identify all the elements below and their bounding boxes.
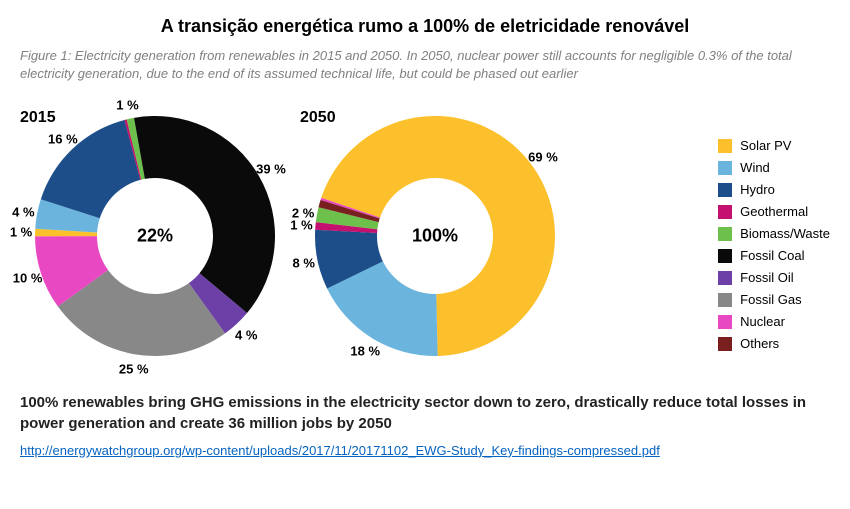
slice-label-coal: 39 % — [256, 162, 286, 177]
slice-label-oil: 4 % — [235, 327, 257, 342]
center-label-2015: 22% — [137, 226, 173, 247]
legend-label: Nuclear — [740, 314, 785, 329]
legend-swatch — [718, 161, 732, 175]
legend-label: Others — [740, 336, 779, 351]
legend-item: Nuclear — [718, 314, 830, 329]
source-link[interactable]: http://energywatchgroup.org/wp-content/u… — [20, 443, 660, 458]
donut-chart-2050: 2050 100% 8 %1 %2 %69 %18 % — [300, 101, 570, 371]
slice-label-biomass: 1 % — [116, 98, 138, 113]
legend-swatch — [718, 139, 732, 153]
legend-item: Others — [718, 336, 830, 351]
legend-item: Hydro — [718, 182, 830, 197]
legend-item: Fossil Gas — [718, 292, 830, 307]
legend-item: Biomass/Waste — [718, 226, 830, 241]
legend-item: Fossil Oil — [718, 270, 830, 285]
legend-swatch — [718, 315, 732, 329]
legend-label: Biomass/Waste — [740, 226, 830, 241]
legend-item: Geothermal — [718, 204, 830, 219]
legend-swatch — [718, 293, 732, 307]
legend-swatch — [718, 183, 732, 197]
center-label-2050: 100% — [412, 226, 458, 247]
slice-label-hydro: 16 % — [48, 132, 78, 147]
legend-label: Wind — [740, 160, 770, 175]
charts-row: 2015 22% 10 %1 %4 %16 %1 %39 %4 %25 % 20… — [20, 101, 830, 371]
slice-label-wind: 18 % — [350, 343, 380, 358]
figure-caption: Figure 1: Electricity generation from re… — [20, 47, 830, 83]
legend-label: Solar PV — [740, 138, 791, 153]
legend-swatch — [718, 337, 732, 351]
slice-label-solar: 1 % — [10, 225, 32, 240]
slice-label-solar: 69 % — [528, 149, 558, 164]
legend-swatch — [718, 249, 732, 263]
footer-summary: 100% renewables bring GHG emissions in t… — [20, 393, 830, 434]
legend-item: Fossil Coal — [718, 248, 830, 263]
legend-item: Wind — [718, 160, 830, 175]
legend-swatch — [718, 205, 732, 219]
legend: Solar PV Wind Hydro Geothermal Biomass/Waste… — [718, 101, 830, 358]
page-title: A transição energética rumo a 100% de el… — [20, 16, 830, 37]
slice-label-wind: 4 % — [12, 204, 34, 219]
legend-label: Fossil Gas — [740, 292, 801, 307]
year-label-2015: 2015 — [20, 109, 56, 127]
slice-label-nuclear: 10 % — [13, 270, 43, 285]
legend-label: Hydro — [740, 182, 775, 197]
legend-label: Geothermal — [740, 204, 808, 219]
slice-label-biomass: 2 % — [292, 205, 314, 220]
legend-item: Solar PV — [718, 138, 830, 153]
legend-swatch — [718, 271, 732, 285]
slice-label-hydro: 8 % — [292, 256, 314, 271]
legend-label: Fossil Coal — [740, 248, 804, 263]
slice-label-gas: 25 % — [119, 361, 149, 376]
legend-swatch — [718, 227, 732, 241]
donut-chart-2015: 2015 22% 10 %1 %4 %16 %1 %39 %4 %25 % — [20, 101, 290, 371]
year-label-2050: 2050 — [300, 109, 336, 127]
legend-label: Fossil Oil — [740, 270, 793, 285]
